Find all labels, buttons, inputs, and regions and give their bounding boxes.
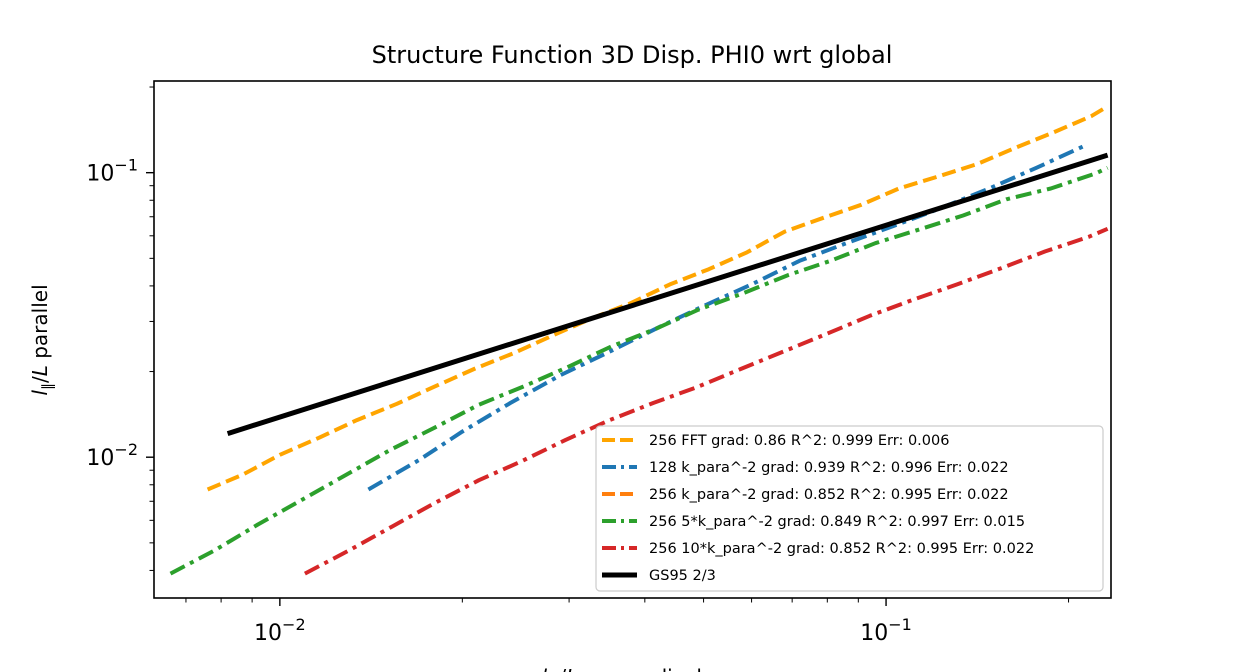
axis-ticks: 10−2 10−1 10−2 10−1: [86, 86, 1070, 646]
y-tick-label: 10−2: [86, 440, 138, 471]
legend-label-gs95-2-3-5: GS95 2/3: [649, 568, 716, 584]
legend-label-256-fft-grad-0-86-r-2-0-999-er-0: 256 FFT grad: 0.86 R^2: 0.999 Err: 0.006: [649, 433, 949, 449]
legend-label-256-5-k-para-2-grad-0-849-r-2--3: 256 5*k_para^-2 grad: 0.849 R^2: 0.997 E…: [649, 514, 1025, 530]
legend-label-128-k-para-2-grad-0-939-r-2-0--1: 128 k_para^-2 grad: 0.939 R^2: 0.996 Err…: [649, 460, 1009, 476]
y-tick-label: 10−1: [86, 156, 138, 187]
x-tick-label: 10−1: [860, 615, 912, 646]
y-axis-label: l∥/L parallel: [28, 284, 56, 395]
axes-frame: [153, 80, 1112, 599]
plot-area: [169, 104, 1109, 576]
legend: 256 FFT grad: 0.86 R^2: 0.999 Err: 0.006…: [595, 425, 1104, 592]
chart-title: Structure Function 3D Disp. PHI0 wrt glo…: [372, 41, 893, 69]
series-line-256-10-k-para-2-grad-0-852-r-2-4: [303, 226, 1109, 576]
x-axis-label: l⊥/L perpendicular: [542, 665, 724, 672]
series-line-gs95-2-3-5: [226, 152, 1109, 436]
x-tick-label: 10−2: [254, 615, 306, 646]
legend-box: [595, 425, 1104, 592]
series-line-256-fft-grad-0-86-r-2-0-999-er-0: [206, 104, 1109, 492]
series-line-256-5-k-para-2-grad-0-849-r-2--3: [169, 165, 1109, 576]
legend-label-256-k-para-2-grad-0-852-r-2-0--2: 256 k_para^-2 grad: 0.852 R^2: 0.995 Err…: [649, 487, 1009, 503]
legend-label-256-10-k-para-2-grad-0-852-r-2-4: 256 10*k_para^-2 grad: 0.852 R^2: 0.995 …: [649, 541, 1034, 557]
